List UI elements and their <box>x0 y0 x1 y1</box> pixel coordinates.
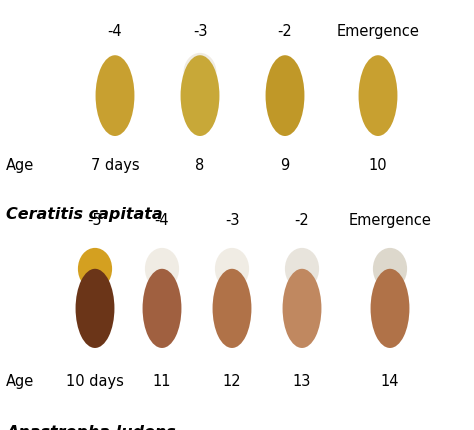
Ellipse shape <box>181 56 219 137</box>
Ellipse shape <box>373 248 407 290</box>
Text: -2: -2 <box>278 24 292 39</box>
Text: Ceratitis capitata: Ceratitis capitata <box>6 206 163 221</box>
Text: 10 days: 10 days <box>66 373 124 388</box>
Text: 13: 13 <box>293 373 311 388</box>
Ellipse shape <box>212 269 251 348</box>
Ellipse shape <box>145 248 179 290</box>
Text: Emergence: Emergence <box>337 24 419 39</box>
Ellipse shape <box>371 269 410 348</box>
Ellipse shape <box>75 269 114 348</box>
Ellipse shape <box>285 248 319 290</box>
Text: -3: -3 <box>225 213 239 228</box>
Ellipse shape <box>96 56 135 137</box>
Ellipse shape <box>215 248 249 290</box>
Ellipse shape <box>183 54 217 94</box>
Text: -3: -3 <box>193 24 207 39</box>
Text: 9: 9 <box>281 158 290 173</box>
Ellipse shape <box>358 56 397 137</box>
Text: 8: 8 <box>195 158 205 173</box>
Text: 10: 10 <box>369 158 387 173</box>
Text: Age: Age <box>6 373 34 388</box>
Ellipse shape <box>78 248 112 290</box>
Text: 11: 11 <box>153 373 171 388</box>
Text: -4: -4 <box>108 24 122 39</box>
Text: Anastrepha ludens: Anastrepha ludens <box>6 424 176 430</box>
Text: Emergence: Emergence <box>348 213 431 228</box>
Text: Age: Age <box>6 158 34 173</box>
Text: -2: -2 <box>295 213 310 228</box>
Text: 12: 12 <box>223 373 241 388</box>
Ellipse shape <box>283 269 321 348</box>
Text: 7 days: 7 days <box>91 158 139 173</box>
Ellipse shape <box>265 56 304 137</box>
Text: -5: -5 <box>88 213 102 228</box>
Text: 14: 14 <box>381 373 399 388</box>
Ellipse shape <box>143 269 182 348</box>
Text: -4: -4 <box>155 213 169 228</box>
